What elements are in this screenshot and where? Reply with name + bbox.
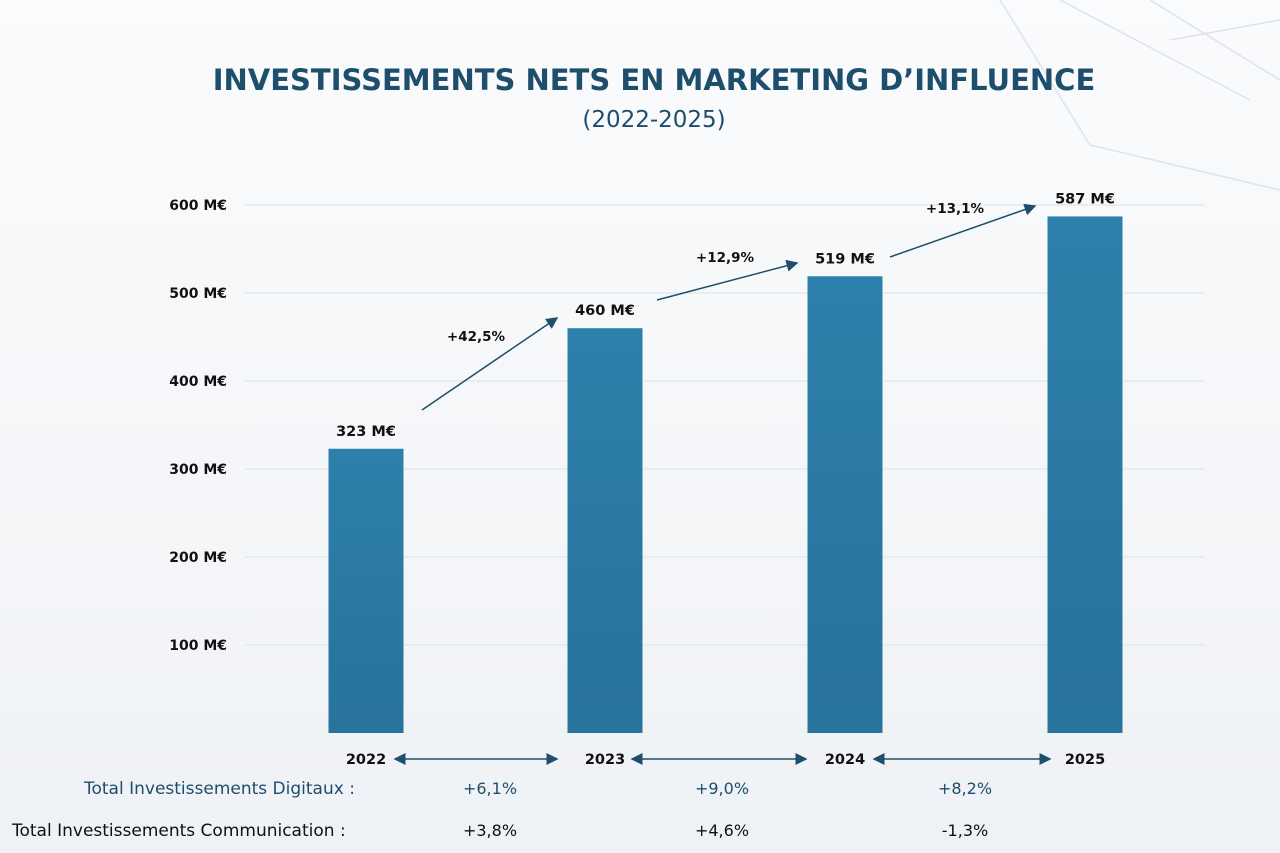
chart-subtitle: (2022-2025) [582,107,725,133]
row-value: +6,1% [463,779,517,798]
y-tick-label: 400 M€ [169,374,227,390]
row-label: Total Investissements Digitaux : [83,779,355,799]
bar-value-label: 587 M€ [1055,191,1115,207]
bar-2022 [328,448,404,733]
x-tick-label: 2022 [346,752,386,768]
growth-label: +42,5% [447,329,506,345]
bar-2025 [1047,216,1123,733]
row-value: +9,0% [695,779,749,798]
row-value: -1,3% [942,821,988,840]
x-tick-label: 2025 [1065,752,1105,768]
y-tick-label: 200 M€ [169,550,227,566]
growth-arrow [421,317,559,411]
growth-arrow [889,203,1037,258]
growth-arrow [656,259,799,301]
y-tick-label: 500 M€ [169,286,227,302]
row-label: Total Investissements Communication : [11,821,346,841]
y-tick-label: 600 M€ [169,198,227,214]
bar-value-label: 519 M€ [815,251,875,267]
bar-2024 [807,276,883,733]
row-value: +3,8% [463,821,517,840]
y-tick-label: 100 M€ [169,638,227,654]
y-tick-label: 300 M€ [169,462,227,478]
background-decoration [999,0,1280,191]
growth-label: +13,1% [926,201,985,217]
bar-2023 [567,328,643,733]
chart-title: INVESTISSEMENTS NETS EN MARKETING D’INFL… [213,63,1096,97]
bar-value-label: 460 M€ [575,303,635,319]
row-value: +8,2% [938,779,992,798]
row-value: +4,6% [695,821,749,840]
x-tick-label: 2023 [585,752,625,768]
bar-value-label: 323 M€ [336,424,396,440]
x-tick-label: 2024 [825,752,865,768]
growth-label: +12,9% [696,250,755,266]
